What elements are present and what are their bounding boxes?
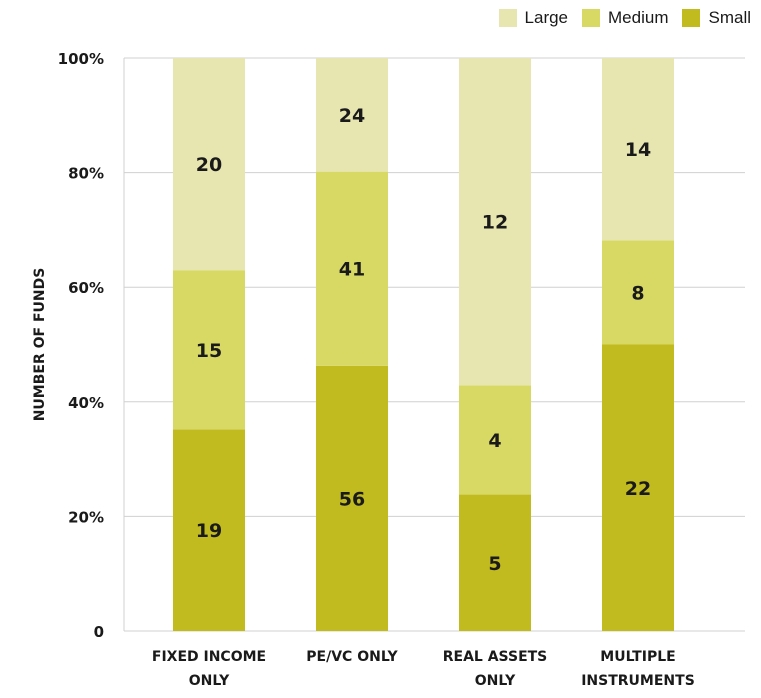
legend-item-large: Large xyxy=(498,8,569,28)
data-label: 41 xyxy=(339,259,365,281)
bar-medium xyxy=(459,385,531,495)
x-tick-label: ONLY xyxy=(475,673,516,689)
data-label: 15 xyxy=(196,340,222,362)
data-label: 8 xyxy=(631,282,644,304)
bar-medium xyxy=(602,240,674,345)
bar-medium xyxy=(173,270,245,430)
data-label: 14 xyxy=(625,139,651,161)
y-tick-label: 100% xyxy=(58,50,104,68)
data-label: 19 xyxy=(196,520,222,542)
data-label: 56 xyxy=(339,488,365,510)
x-tick-label: ONLY xyxy=(189,673,230,689)
legend-swatch xyxy=(682,9,701,27)
data-label: 5 xyxy=(488,553,501,575)
x-tick-label: MULTIPLE xyxy=(600,649,675,665)
y-axis-title: NUMBER OF FUNDS xyxy=(32,268,48,422)
bar-large xyxy=(459,58,531,386)
bar-large xyxy=(602,58,674,241)
y-tick-label: 60% xyxy=(68,279,104,297)
x-tick-label: PE/VC ONLY xyxy=(306,649,398,665)
x-tick-label: INSTRUMENTS xyxy=(581,673,695,689)
legend-item-small: Small xyxy=(682,8,751,28)
data-label: 12 xyxy=(482,212,508,234)
y-tick-label: 40% xyxy=(68,394,104,412)
data-label: 4 xyxy=(488,430,501,452)
x-tick-label: FIXED INCOME xyxy=(152,649,266,665)
data-label: 24 xyxy=(339,105,365,127)
legend-swatch xyxy=(582,9,601,27)
x-tick-label: REAL ASSETS xyxy=(443,649,548,665)
bar-small xyxy=(316,365,388,631)
legend-label: Medium xyxy=(608,8,669,27)
legend-label: Small xyxy=(708,8,751,27)
legend-swatch xyxy=(498,9,517,27)
bar-large xyxy=(316,58,388,172)
bar-large xyxy=(173,58,245,271)
data-label: 22 xyxy=(625,478,651,500)
legend: Large Medium Small xyxy=(498,8,751,28)
bar-small xyxy=(459,494,531,631)
legend-label: Large xyxy=(524,8,569,27)
legend-item-medium: Medium xyxy=(582,8,668,28)
bar-small xyxy=(602,344,674,631)
data-label: 20 xyxy=(196,154,222,176)
y-tick-label: 20% xyxy=(68,508,104,526)
y-tick-label: 0 xyxy=(94,623,104,641)
bar-small xyxy=(173,429,245,631)
bar-medium xyxy=(316,171,388,366)
y-tick-label: 80% xyxy=(68,165,104,183)
